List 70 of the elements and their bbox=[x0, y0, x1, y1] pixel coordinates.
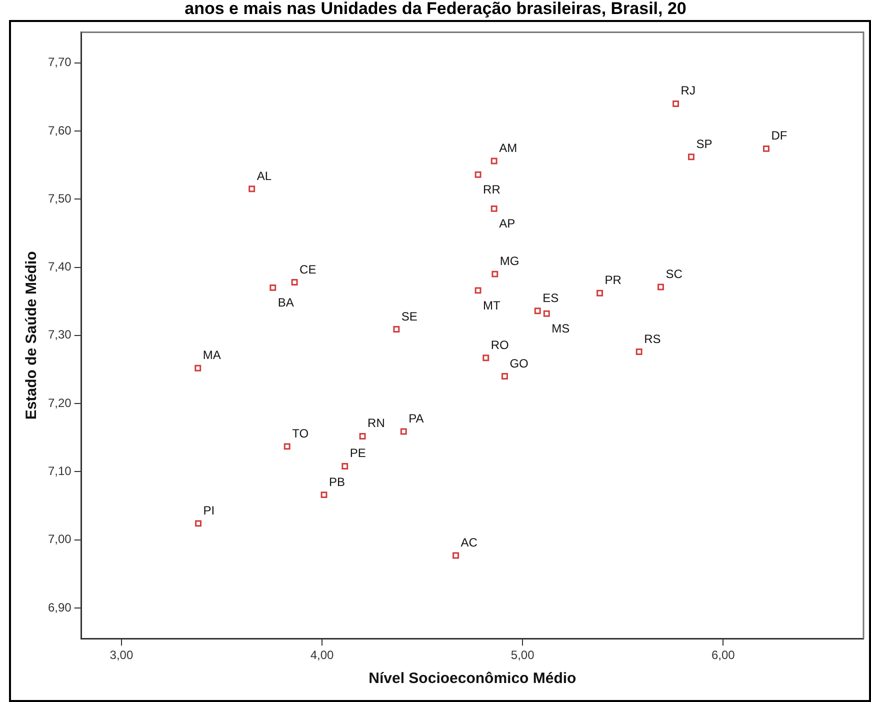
data-label: AP bbox=[499, 216, 516, 231]
point bbox=[501, 373, 508, 380]
x-axis-title: Nível Socioeconômico Médio bbox=[368, 670, 576, 688]
data-label: TO bbox=[292, 426, 309, 440]
data-label: PI bbox=[203, 503, 215, 518]
point bbox=[474, 287, 482, 294]
data-label: PR bbox=[604, 273, 622, 288]
data-label: DF bbox=[771, 128, 788, 143]
chart-title: anos e mais nas Unidades da Federação brasileiras, Brasil, 20 bbox=[184, 0, 688, 20]
data-label: RO bbox=[490, 338, 509, 352]
point bbox=[636, 348, 642, 355]
point bbox=[658, 284, 664, 290]
point bbox=[393, 326, 400, 332]
data-label: SE bbox=[401, 309, 418, 324]
y-tick-label: 7,40 bbox=[48, 260, 72, 274]
point bbox=[248, 186, 256, 192]
data-label: MS bbox=[552, 322, 570, 336]
data-label: PA bbox=[408, 411, 424, 426]
data-label: AC bbox=[460, 535, 478, 550]
data-label: PE bbox=[350, 446, 366, 460]
y-tick-label: 7,00 bbox=[48, 532, 72, 546]
data-label: RS bbox=[644, 332, 661, 346]
data-label: BA bbox=[278, 296, 294, 310]
data-label: AM bbox=[499, 140, 518, 155]
point bbox=[688, 154, 694, 160]
point bbox=[490, 158, 498, 164]
data-label: RJ bbox=[680, 84, 696, 98]
data-label: CE bbox=[300, 262, 316, 276]
data-label: MT bbox=[483, 298, 502, 312]
x-tick-label: 6,00 bbox=[711, 648, 736, 662]
point bbox=[482, 354, 490, 362]
point bbox=[284, 443, 290, 450]
data-label: RN bbox=[368, 416, 385, 430]
point bbox=[291, 279, 298, 286]
point bbox=[400, 428, 407, 435]
point bbox=[596, 290, 603, 296]
data-label: RR bbox=[483, 182, 501, 197]
y-tick-label: 7,70 bbox=[48, 55, 72, 70]
point bbox=[320, 492, 328, 498]
data-label: SP bbox=[696, 136, 712, 151]
y-axis-title: Estado de Saúde Médio bbox=[23, 251, 40, 420]
point bbox=[492, 270, 498, 278]
y-tick-label: 7,50 bbox=[48, 191, 72, 206]
data-label: AL bbox=[256, 168, 272, 183]
point bbox=[452, 552, 460, 559]
x-tick-label: 3,00 bbox=[110, 648, 134, 662]
data-label: GO bbox=[510, 356, 528, 370]
point bbox=[543, 310, 550, 317]
point bbox=[672, 100, 680, 107]
data-label: ES bbox=[542, 290, 559, 305]
data-label: MA bbox=[202, 348, 221, 362]
point bbox=[359, 433, 366, 440]
point bbox=[195, 520, 202, 527]
data-label: MG bbox=[500, 254, 520, 268]
data-label: SC bbox=[666, 267, 683, 282]
point bbox=[490, 205, 498, 212]
point bbox=[194, 364, 202, 372]
y-tick-label: 6,90 bbox=[48, 600, 72, 614]
point bbox=[474, 171, 482, 178]
point bbox=[763, 145, 770, 152]
point bbox=[270, 284, 276, 291]
x-tick-label: 5,00 bbox=[510, 648, 535, 662]
y-tick-label: 7,30 bbox=[48, 328, 72, 342]
point bbox=[342, 462, 348, 470]
y-tick-label: 7,20 bbox=[48, 396, 72, 410]
y-tick-label: 7,60 bbox=[48, 123, 72, 138]
x-tick-label: 4,00 bbox=[310, 648, 334, 662]
point bbox=[534, 308, 541, 314]
y-tick-label: 7,10 bbox=[48, 464, 72, 478]
data-label: PB bbox=[329, 474, 346, 489]
